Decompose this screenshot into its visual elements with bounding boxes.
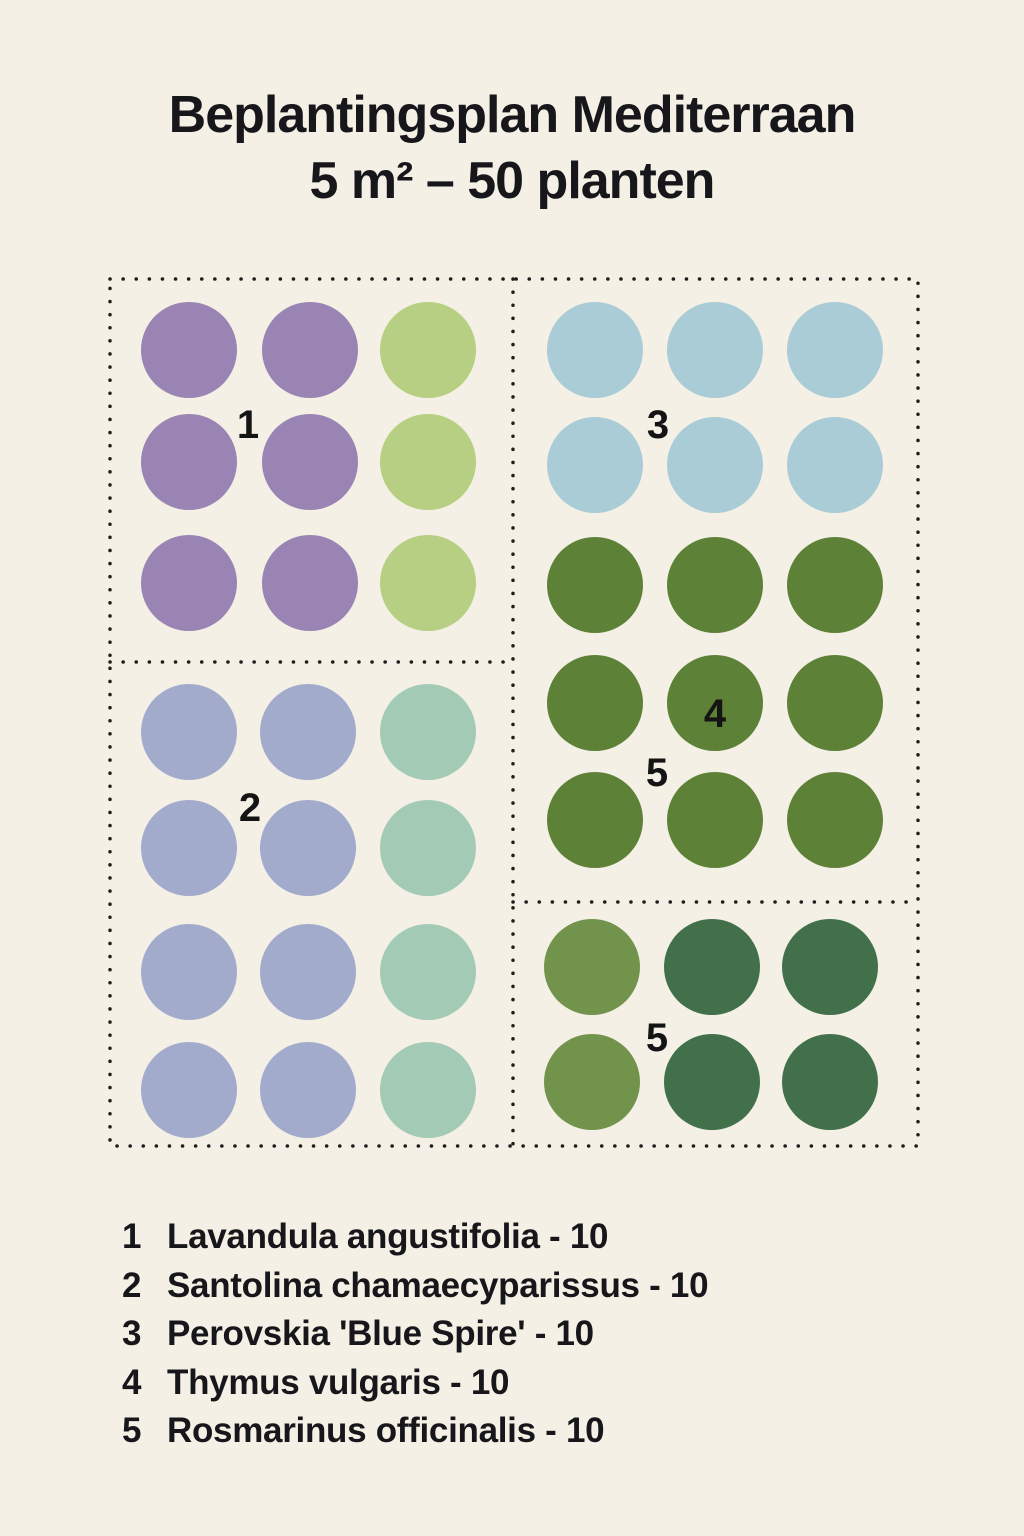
legend-item-number: 4: [122, 1362, 142, 1402]
bed-number-label: 5: [646, 1016, 668, 1060]
plant-circle-yellow_green: [380, 535, 476, 631]
bed-number-label: 3: [647, 403, 669, 447]
plant-circle-olive: [787, 655, 883, 751]
plant-circle-sage: [380, 800, 476, 896]
plant-circle-purple: [262, 414, 358, 510]
legend-item-number: 3: [122, 1314, 142, 1354]
plant-circle-blue_lavender: [260, 800, 356, 896]
plant-circle-forest: [664, 919, 760, 1015]
plant-circle-light_blue: [787, 302, 883, 398]
legend-item-name: Lavandula angustifolia - 10: [167, 1217, 609, 1256]
plant-circle-blue_lavender: [141, 924, 237, 1020]
plant-circle-light_blue: [667, 417, 763, 513]
plant-circle-blue_lavender: [260, 924, 356, 1020]
legend-item: 1 Lavandula angustifolia - 10: [122, 1213, 708, 1262]
plant-circle-olive: [787, 772, 883, 868]
plant-circle-forest: [782, 1034, 878, 1130]
legend-item-name: Rosmarinus officinalis - 10: [167, 1411, 605, 1451]
plant-circle-blue_lavender: [141, 684, 237, 780]
plant-circle-blue_lavender: [260, 684, 356, 780]
legend-item-number: 1: [122, 1217, 142, 1256]
plant-circle-light_blue: [547, 417, 643, 513]
legend-item: 2 Santolina chamaecyparissus - 10: [122, 1262, 709, 1311]
bed-number-label: 5: [646, 751, 668, 795]
legend-item-number: 2: [122, 1265, 142, 1305]
legend-item-number: 5: [122, 1411, 142, 1451]
plant-circle-purple: [262, 302, 358, 398]
plant-circle-light_blue: [787, 417, 883, 513]
plant-circle-purple: [141, 302, 237, 398]
plant-circle-olive: [667, 655, 763, 751]
bed-number-label: 1: [237, 403, 259, 447]
plant-circle-purple: [141, 535, 237, 631]
plant-legend: 1 Lavandula angustifolia - 10 2 Santolin…: [122, 1213, 709, 1456]
plant-circle-moss: [544, 1034, 640, 1130]
bed-number-label: 2: [239, 786, 261, 830]
page-title: Beplantingsplan Mediterraan 5 m² – 50 pl…: [0, 82, 1024, 214]
legend-item: 3 Perovskia 'Blue Spire' - 10: [122, 1310, 708, 1359]
plant-circle-olive: [547, 537, 643, 633]
plant-circle-forest: [782, 919, 878, 1015]
plant-circle-light_blue: [547, 302, 643, 398]
plant-circle-yellow_green: [380, 302, 476, 398]
title-line-2: 5 m² – 50 planten: [309, 152, 716, 210]
plant-circle-forest: [664, 1034, 760, 1130]
plant-circle-sage: [380, 684, 476, 780]
plant-circle-olive: [547, 772, 643, 868]
legend-item-name: Santolina chamaecyparissus - 10: [167, 1265, 709, 1305]
plant-circle-sage: [380, 924, 476, 1020]
plant-circle-purple: [141, 414, 237, 510]
plant-circle-blue_lavender: [260, 1042, 356, 1138]
plant-circle-purple: [262, 535, 358, 631]
plant-circle-olive: [547, 655, 643, 751]
plant-circle-olive: [667, 537, 763, 633]
plant-circle-blue_lavender: [141, 800, 237, 896]
legend-item-name: Perovskia 'Blue Spire' - 10: [167, 1314, 594, 1354]
plant-circle-yellow_green: [380, 414, 476, 510]
plant-circle-olive: [787, 537, 883, 633]
legend-item: 5 Rosmarinus officinalis - 10: [122, 1407, 708, 1456]
plant-circle-blue_lavender: [141, 1042, 237, 1138]
legend-item-name: Thymus vulgaris - 10: [167, 1362, 510, 1402]
legend-item: 4 Thymus vulgaris - 10: [122, 1359, 708, 1408]
plant-circle-olive: [667, 772, 763, 868]
plant-circle-sage: [380, 1042, 476, 1138]
bed-number-label: 4: [704, 692, 727, 736]
title-line-1: Beplantingsplan Mediterraan: [168, 86, 857, 144]
plant-circle-moss: [544, 919, 640, 1015]
plant-circle-light_blue: [667, 302, 763, 398]
